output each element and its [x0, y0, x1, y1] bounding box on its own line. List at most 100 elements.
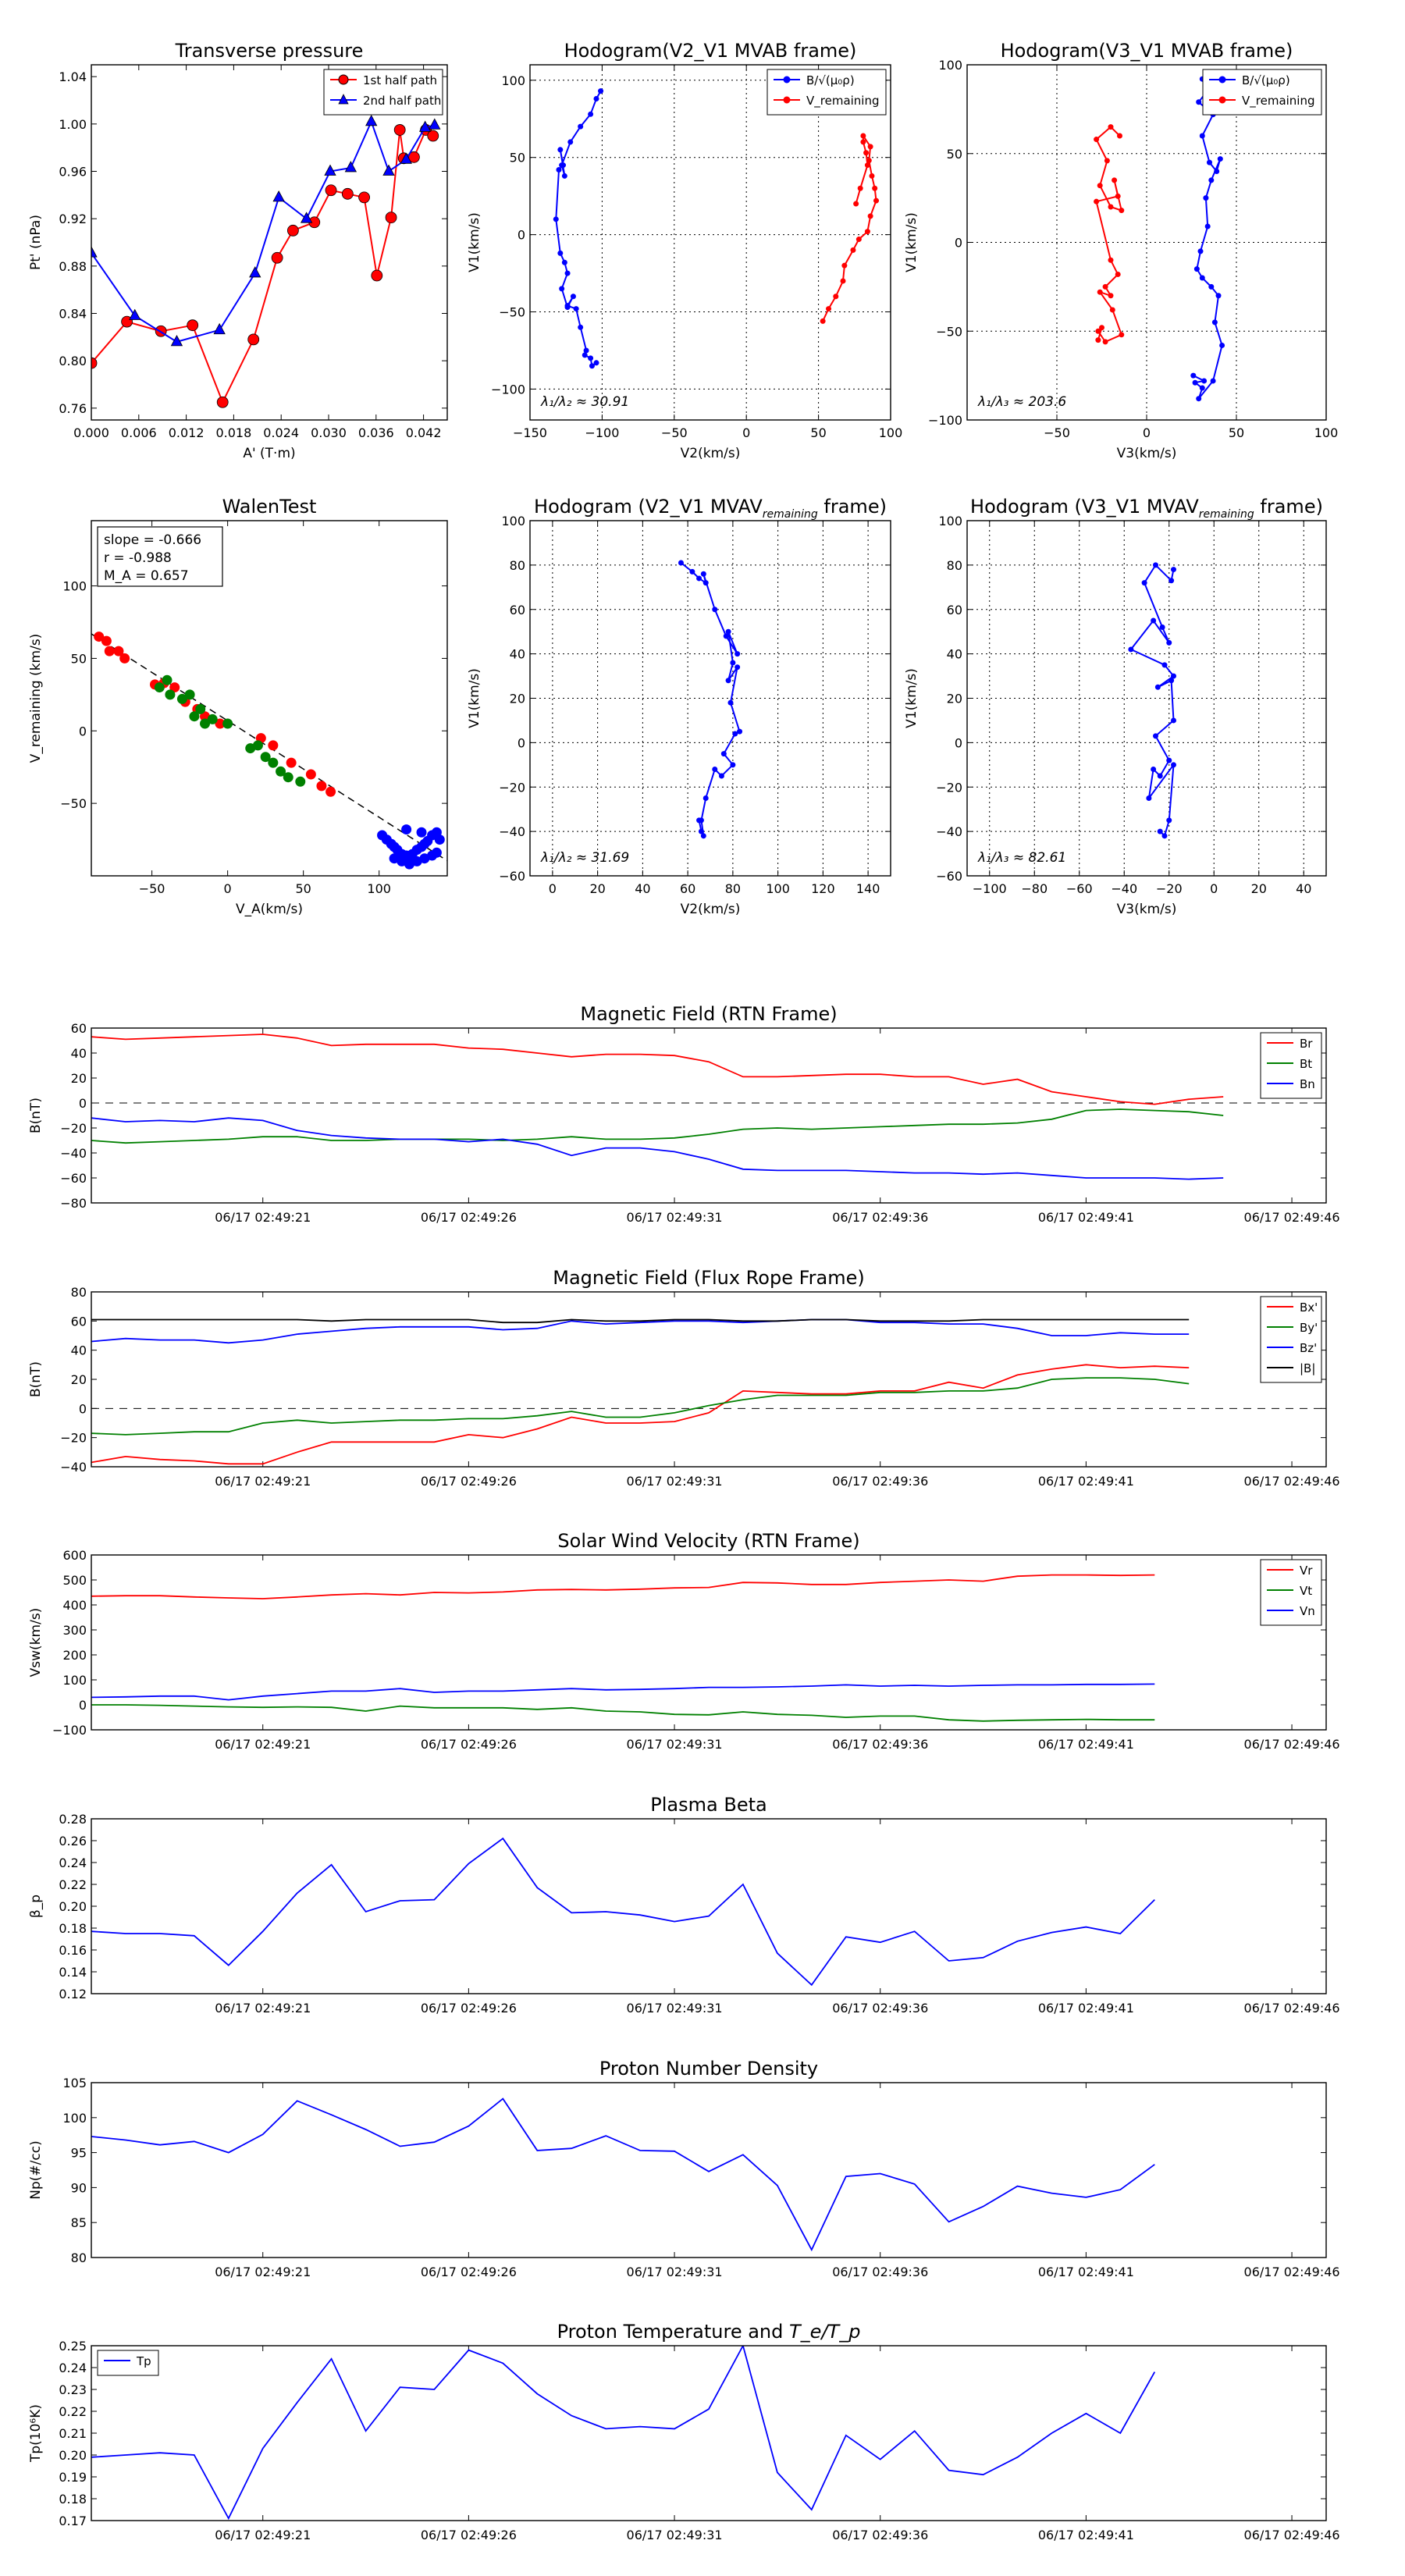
series-line-Bt: [91, 1108, 1224, 1144]
data-point: [853, 201, 859, 207]
data-point: [429, 118, 441, 130]
axes-frame: [91, 520, 448, 877]
data-point: [864, 162, 870, 169]
y-tick-label: 0.92: [59, 212, 87, 226]
y-tick-label: 0.23: [59, 2382, 87, 2397]
x-tick-label: 06/17 02:49:41: [1038, 2265, 1134, 2279]
x-tick-label: 06/17 02:49:46: [1244, 2528, 1340, 2542]
data-point: [561, 259, 567, 265]
chart-tp: Transverse pressure 0.000 0.006 0.012 0.018 0…: [28, 40, 448, 461]
chart-title: Proton Temperature and T_e/T_p: [557, 2321, 861, 2343]
series-line-By: [91, 1377, 1190, 1436]
data-point: [735, 651, 741, 657]
data-point: [850, 247, 856, 253]
y-tick-label: 0.20: [59, 1899, 87, 1914]
data-point: [129, 308, 141, 320]
data-point: [737, 728, 743, 735]
data-point: [712, 767, 718, 772]
x-tick-label: 06/17 02:49:41: [1038, 2528, 1134, 2542]
data-point-green: [207, 713, 218, 724]
x-tick-label: 06/17 02:49:36: [832, 2528, 928, 2542]
chart-title: Magnetic Field (RTN Frame): [580, 1003, 837, 1025]
title-end: frame): [818, 496, 887, 518]
y-tick-label: 0.22: [59, 1877, 87, 1892]
y-tick-label: −100: [928, 413, 962, 428]
data-point: [1207, 159, 1212, 165]
x-axis-label: A' (T·m): [243, 446, 295, 461]
data-point: [91, 357, 98, 369]
y-tick-label: 40: [947, 647, 962, 662]
x-tick-label: 120: [811, 881, 835, 896]
y-tick-label: 0.21: [59, 2426, 87, 2441]
chart-h2: Hodogram(V3_V1 MVAB frame) −50 0 50 100 −100 −…: [904, 40, 1338, 461]
y-tick-label: 0.76: [59, 401, 87, 416]
y-axis-label: V1(km/s): [904, 668, 919, 728]
data-point-red: [113, 646, 124, 656]
chart-ts_vsw: Solar Wind Velocity (RTN Frame) 06/17 02:…: [28, 1530, 1340, 1752]
x-tick-label: 06/17 02:49:36: [832, 2265, 928, 2279]
data-point-red: [316, 781, 327, 792]
data-point: [573, 306, 579, 312]
data-point-blue: [416, 827, 427, 838]
x-tick-label: −100: [973, 881, 1007, 896]
data-point: [1215, 293, 1222, 299]
data-point: [365, 114, 378, 126]
data-point: [1208, 283, 1215, 290]
data-point: [833, 294, 839, 300]
data-point: [286, 224, 299, 237]
data-point: [1108, 257, 1114, 263]
x-tick-label: 0: [1143, 425, 1151, 440]
legend-label: Bx': [1300, 1300, 1318, 1315]
series-line-Bx: [91, 1364, 1190, 1465]
data-point: [1097, 289, 1103, 295]
chart-title: Transverse pressure: [175, 40, 364, 62]
x-tick-label: 0.042: [406, 425, 442, 440]
plot-area: [678, 560, 743, 839]
y-tick-label: 100: [938, 514, 962, 528]
legend: B/√(μ₀ρ) V_remaining: [767, 69, 887, 116]
data-point-red: [94, 632, 105, 642]
y-tick-label: −60: [499, 869, 525, 884]
data-point-green: [222, 718, 233, 729]
y-axis-label: V_remaining (km/s): [28, 634, 44, 763]
data-point: [1094, 198, 1100, 205]
data-point: [873, 197, 880, 204]
data-point: [702, 580, 709, 586]
y-tick-label: 80: [71, 2250, 87, 2265]
y-tick-label: 0.20: [59, 2448, 87, 2463]
y-tick-label: 40: [510, 647, 525, 662]
data-point: [1108, 293, 1114, 299]
x-tick-label: −150: [513, 425, 547, 440]
eigenvalue-ratio: λ₁/λ₃ ≈ 82.61: [977, 850, 1066, 866]
data-point: [1214, 169, 1220, 174]
y-tick-label: −80: [60, 1196, 87, 1211]
x-tick-label: 06/17 02:49:41: [1038, 1737, 1134, 1752]
axes-frame: [91, 1027, 1327, 1204]
plot-area: [91, 1034, 1224, 1180]
legend-marker: [783, 76, 791, 84]
chart-title: Hodogram(V2_V1 MVAB frame): [564, 40, 857, 62]
y-tick-label: 50: [947, 147, 962, 162]
x-tick-label: 06/17 02:49:26: [421, 1210, 517, 1225]
plot-area: [91, 2097, 1155, 2252]
data-point: [344, 161, 357, 173]
data-point: [841, 262, 848, 269]
y-tick-label: 0.18: [59, 1921, 87, 1936]
x-tick-label: 0.024: [263, 425, 299, 440]
x-tick-label: 06/17 02:49:21: [215, 1474, 311, 1489]
x-tick-label: 0: [224, 881, 232, 896]
data-point: [1095, 328, 1101, 334]
eigenvalue-ratio: λ₁/λ₂ ≈ 30.91: [540, 394, 629, 410]
x-tick-label: 06/17 02:49:46: [1244, 2001, 1340, 2016]
data-point: [427, 130, 439, 142]
y-tick-label: 85: [71, 2215, 87, 2230]
data-point: [869, 173, 875, 179]
data-point: [702, 795, 709, 801]
x-tick-label: −50: [661, 425, 688, 440]
data-point: [1119, 332, 1125, 338]
data-point: [1204, 223, 1211, 229]
data-point-green: [165, 689, 176, 700]
y-tick-label: 0.17: [59, 2514, 87, 2528]
data-point: [1166, 639, 1172, 646]
data-point: [1166, 757, 1172, 763]
